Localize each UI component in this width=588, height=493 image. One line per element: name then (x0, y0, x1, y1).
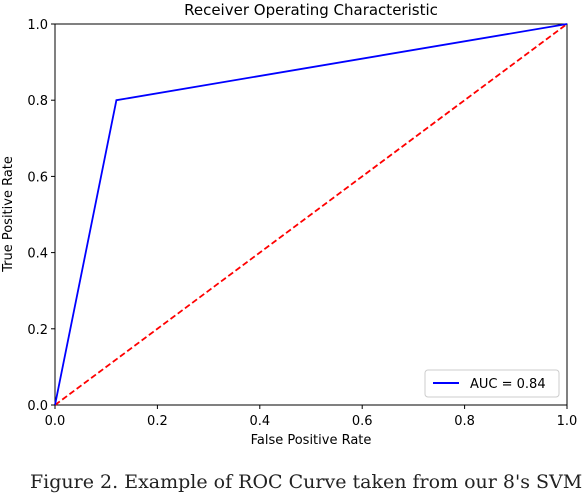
y-tick-label: 0.4 (27, 247, 48, 262)
x-tick-label: 1.0 (557, 414, 578, 429)
legend-label: AUC = 0.84 (470, 377, 546, 392)
series-line-0 (54, 23, 568, 406)
chart-title: Receiver Operating Characteristic (184, 1, 438, 19)
roc-chart: Receiver Operating Characteristic 0.0 0.2… (1, 1, 577, 448)
x-tick-label: 0.8 (454, 414, 475, 429)
y-tick-label: 0.0 (27, 399, 48, 414)
series-layer (54, 23, 568, 406)
y-tick-label: 0.8 (27, 94, 48, 109)
y-ticks: 0.0 0.2 0.4 0.6 0.8 1.0 (27, 18, 55, 414)
y-tick-label: 1.0 (27, 18, 48, 33)
x-tick-label: 0.0 (45, 414, 66, 429)
y-tick-label: 0.6 (27, 170, 48, 185)
series-line-1 (54, 23, 568, 406)
y-tick-label: 0.2 (27, 323, 48, 338)
plot-frame (54, 23, 568, 406)
figure-caption: Figure 2. Example of ROC Curve taken fro… (30, 471, 583, 493)
legend: AUC = 0.84 (424, 369, 560, 398)
legend-box (424, 369, 560, 398)
x-ticks: 0.0 0.2 0.4 0.6 0.8 1.0 (45, 405, 578, 429)
x-tick-label: 0.2 (147, 414, 168, 429)
y-axis-label: True Positive Rate (1, 156, 16, 273)
plot-area: 0.0 0.2 0.4 0.6 0.8 1.0 0.0 0.2 0.4 0.6 0.8 1.0 (27, 18, 577, 429)
x-tick-label: 0.4 (249, 414, 270, 429)
x-axis-label: False Positive Rate (251, 433, 372, 448)
x-tick-label: 0.6 (352, 414, 373, 429)
